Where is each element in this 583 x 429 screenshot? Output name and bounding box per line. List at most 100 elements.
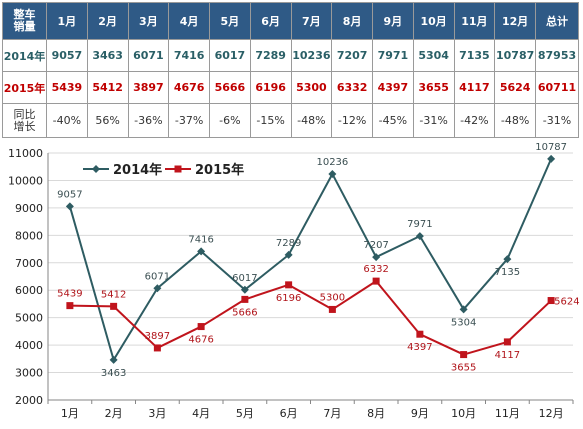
- month-header: 8月: [331, 2, 373, 40]
- table-cell: -15%: [249, 103, 292, 138]
- table-header-row: 整车 销量 1月 2月 3月 4月 5月 6月 7月 8月 9月 10月 11月 …: [2, 2, 579, 40]
- table-cell: 5666: [209, 71, 251, 104]
- sales-line-chart: 2000 3000 4000 5000 6000 7000 8000 9000 10000 110…: [8, 142, 580, 420]
- data-point-2014: [197, 247, 206, 256]
- series-line-2015年: [69, 280, 552, 356]
- table-cell: -36%: [127, 103, 170, 138]
- legend-marker: [174, 165, 182, 173]
- month-header: 1月: [46, 2, 88, 40]
- data-label: 6017: [232, 273, 257, 284]
- data-label: 3655: [451, 363, 476, 374]
- data-point-2015: [110, 302, 118, 310]
- row-2014-total: 87953: [535, 39, 579, 72]
- table-cell: 3897: [127, 71, 170, 104]
- data-label: 7416: [188, 234, 213, 245]
- data-point-2014: [240, 285, 249, 294]
- table-cell: -48%: [290, 103, 333, 138]
- data-label: 7135: [495, 267, 520, 278]
- data-label: 10787: [535, 142, 567, 153]
- month-header: 5月: [209, 2, 251, 40]
- month-header: 7月: [290, 2, 333, 40]
- table-cell: 6017: [209, 39, 251, 72]
- table-cell: -48%: [494, 103, 536, 138]
- y-tick-label: 8000: [15, 229, 43, 242]
- table-cell: -6%: [209, 103, 251, 138]
- x-tick-label: 1月: [61, 407, 79, 420]
- table-cell: 5412: [86, 71, 129, 104]
- table-cell: 5300: [290, 71, 333, 104]
- data-label: 6332: [363, 264, 388, 275]
- data-point-2014: [328, 169, 337, 178]
- table-cell: 56%: [86, 103, 129, 138]
- data-point-2014: [372, 253, 381, 262]
- data-label: 4676: [188, 335, 213, 346]
- table-cell: 3655: [412, 71, 455, 104]
- table-cell: 5439: [46, 71, 88, 104]
- data-point-2015: [153, 344, 161, 352]
- table-cell: -40%: [46, 103, 88, 138]
- data-label: 10236: [316, 157, 348, 168]
- y-tick-label: 6000: [15, 284, 43, 297]
- month-header: 11月: [453, 2, 496, 40]
- month-header: 12月: [494, 2, 536, 40]
- legend-label: 2014年: [113, 162, 162, 178]
- growth-label-line-2: 增长: [13, 119, 36, 133]
- x-tick-label: 10月: [451, 407, 476, 420]
- month-header: 9月: [372, 2, 414, 40]
- x-tick-label: 9月: [411, 407, 429, 420]
- row-growth: 同比 增长 -40% 56% -36% -37% -6% -15% -48% -1…: [2, 103, 579, 138]
- data-point-2015: [241, 295, 249, 303]
- x-tick-label: 4月: [192, 407, 210, 420]
- data-point-2014: [65, 202, 74, 211]
- x-tick-label: 2月: [105, 407, 123, 420]
- sales-table: 整车 销量 1月 2月 3月 4月 5月 6月 7月 8月 9月 10月 11月 …: [2, 2, 579, 138]
- y-tick-label: 4000: [15, 339, 43, 352]
- data-label: 7971: [407, 219, 432, 230]
- data-point-2015: [66, 302, 74, 310]
- y-tick-label: 5000: [15, 312, 43, 325]
- month-header: 4月: [168, 2, 210, 40]
- data-point-2015: [460, 351, 468, 359]
- table-cell: 5624: [494, 71, 536, 104]
- data-label: 4397: [407, 342, 432, 353]
- table-cell: 4397: [372, 71, 414, 104]
- data-label: 6071: [145, 271, 170, 282]
- data-point-2015: [372, 277, 380, 285]
- data-point-2015: [285, 281, 293, 289]
- table-cell: 7135: [453, 39, 496, 72]
- row-2014-label: 2014年: [2, 39, 47, 72]
- data-label: 5304: [451, 317, 476, 328]
- data-point-2014: [503, 255, 512, 264]
- data-label: 3463: [101, 368, 126, 379]
- table-cell: 7416: [168, 39, 210, 72]
- x-tick-label: 7月: [323, 407, 341, 420]
- data-point-2014: [415, 232, 424, 241]
- month-header: 3月: [127, 2, 170, 40]
- row-2014: 2014年 9057 3463 6071 7416 6017 7289 1023…: [2, 39, 579, 72]
- data-label: 7289: [276, 238, 301, 249]
- growth-label-cell: 同比 增长: [2, 103, 47, 138]
- table-cell: 10787: [494, 39, 536, 72]
- data-label: 5624: [554, 297, 579, 308]
- month-header: 2月: [86, 2, 129, 40]
- y-tick-label: 7000: [15, 257, 43, 270]
- growth-total: -31%: [535, 103, 579, 138]
- table-cell: -12%: [331, 103, 373, 138]
- month-header: 10月: [412, 2, 455, 40]
- table-cell: 10236: [290, 39, 333, 72]
- x-tick-label: 12月: [539, 407, 564, 420]
- y-tick-label: 11000: [8, 147, 43, 160]
- data-point-2015: [416, 330, 424, 338]
- row-2015-label: 2015年: [2, 71, 47, 104]
- legend-marker: [92, 165, 100, 173]
- x-tick-label: 5月: [236, 407, 254, 420]
- row-2015: 2015年 5439 5412 3897 4676 5666 6196 5300…: [2, 71, 579, 104]
- corner-line-1: 整车: [13, 8, 36, 21]
- data-point-2014: [109, 355, 118, 364]
- total-header: 总计: [535, 2, 579, 40]
- data-label: 4117: [495, 350, 520, 361]
- data-point-2014: [459, 305, 468, 314]
- table-cell: 4676: [168, 71, 210, 104]
- data-label: 5300: [320, 292, 345, 303]
- data-point-2014: [153, 284, 162, 293]
